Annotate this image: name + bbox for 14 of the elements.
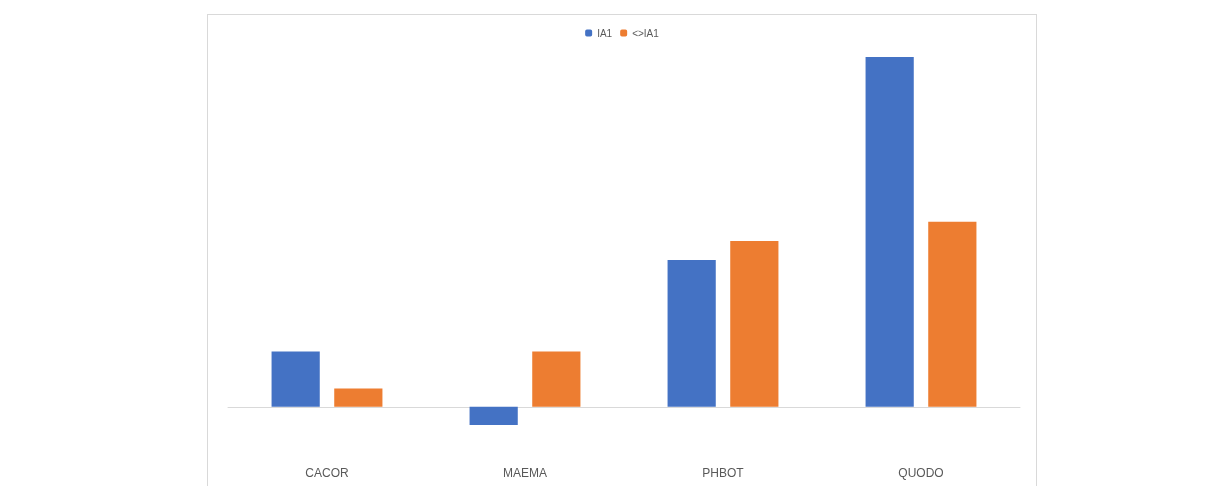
bar <box>532 351 581 407</box>
x-tick-label: MAEMA <box>502 466 548 480</box>
bar <box>334 388 383 407</box>
bar <box>667 259 716 407</box>
bar <box>271 351 320 407</box>
bar <box>730 241 779 407</box>
x-tick-label: PHBOT <box>702 466 745 480</box>
x-tick-label: CACOR <box>305 466 349 480</box>
legend-label: IA1 <box>597 27 613 39</box>
legend-label: <>IA1 <box>632 27 660 39</box>
bar <box>865 57 914 407</box>
x-tick-label: QUODO <box>898 466 944 480</box>
bar <box>928 221 977 407</box>
bar <box>469 406 518 425</box>
